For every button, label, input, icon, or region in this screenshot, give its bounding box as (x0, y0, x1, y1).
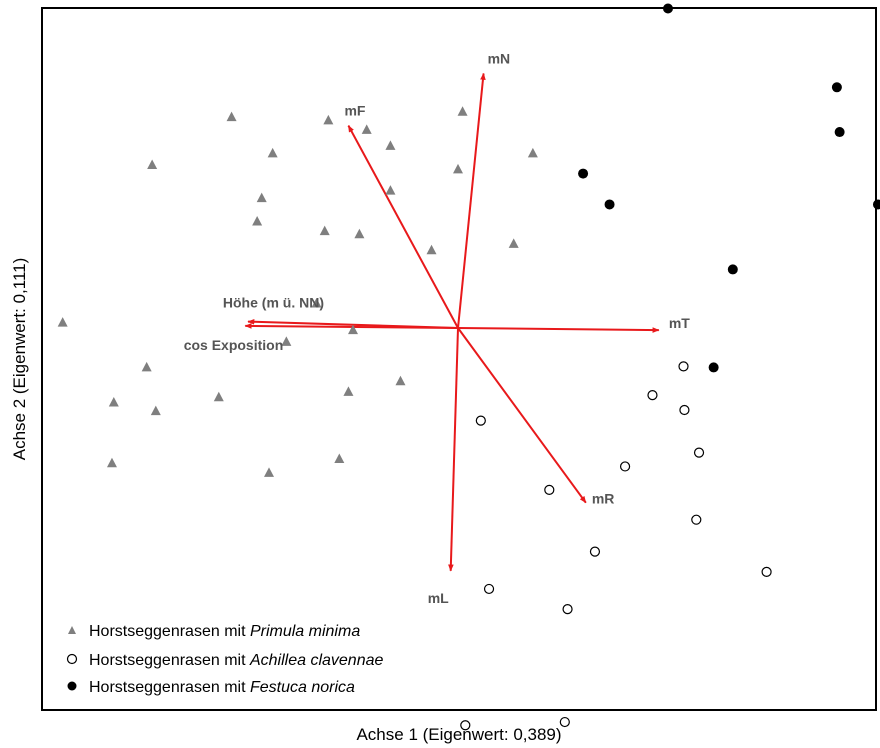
point-achillea-clavennae (560, 718, 569, 727)
point-festuca-norica (605, 199, 615, 209)
legend-label-festuca: Horstseggenrasen mit Festuca norica (89, 679, 355, 696)
point-achillea-clavennae (563, 605, 572, 614)
legend-marker-festuca (68, 682, 77, 691)
legend-label-primula: Horstseggenrasen mit Primula minima (89, 623, 360, 640)
vector-label-mf: mF (344, 103, 365, 119)
point-achillea-clavennae (680, 406, 689, 415)
vector-label-mt: mT (669, 315, 690, 331)
vector-label-mn: mN (488, 50, 511, 66)
legend-label-achillea: Horstseggenrasen mit Achillea clavennae (89, 652, 383, 669)
point-festuca-norica (663, 4, 673, 14)
point-achillea-clavennae (692, 515, 701, 524)
point-achillea-clavennae (485, 584, 494, 593)
point-achillea-clavennae (476, 416, 485, 425)
legend-marker-achillea (68, 655, 77, 664)
vector-label-hohe-m-u-nn: Höhe (m ü. NN) (223, 295, 324, 311)
point-festuca-norica (728, 264, 738, 274)
point-achillea-clavennae (545, 485, 554, 494)
y-axis-label: Achse 2 (Eigenwert: 0,111) (10, 258, 29, 461)
point-festuca-norica (835, 127, 845, 137)
point-festuca-norica (578, 169, 588, 179)
point-festuca-norica (709, 362, 719, 372)
legend: Horstseggenrasen mit Primula minima Hors… (68, 623, 384, 696)
x-axis-label: Achse 1 (Eigenwert: 0,389) (356, 725, 561, 744)
point-achillea-clavennae (679, 362, 688, 371)
point-achillea-clavennae (590, 547, 599, 556)
point-achillea-clavennae (695, 448, 704, 457)
point-festuca-norica (832, 82, 842, 92)
vector-label-ml: mL (428, 590, 449, 606)
vector-label-mr: mR (592, 491, 615, 507)
point-achillea-clavennae (621, 462, 630, 471)
vector-label-cos-exposition: cos Exposition (184, 337, 284, 353)
point-achillea-clavennae (648, 391, 657, 400)
point-achillea-clavennae (762, 567, 771, 576)
